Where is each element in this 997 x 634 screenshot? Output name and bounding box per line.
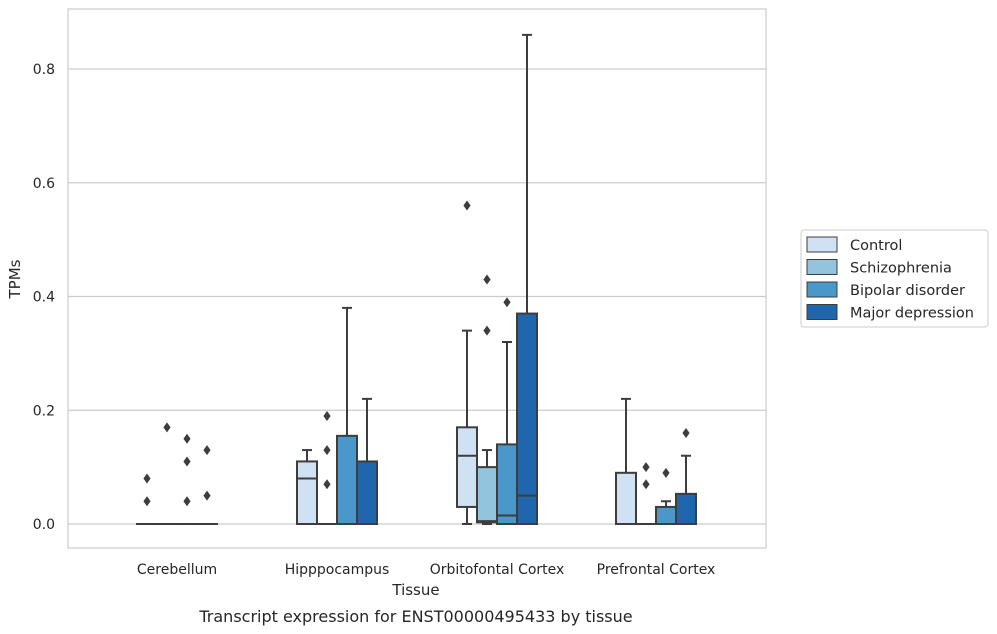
outlier-point (642, 462, 650, 473)
outlier-point (463, 200, 471, 211)
box-body (516, 312, 538, 525)
box-body (655, 505, 677, 525)
outlier-point (143, 473, 151, 484)
outlier-point (323, 410, 331, 421)
outlier-point (203, 490, 211, 501)
box-1-3 (635, 462, 657, 526)
outlier-point (183, 456, 191, 467)
y-axis-ticks: 0.0 0.2 0.4 0.6 0.8 (33, 62, 55, 533)
legend-label: Control (850, 238, 902, 254)
legend-swatch (806, 259, 838, 275)
x-tick-label: Hipppocampus (285, 562, 390, 578)
figure-caption: Transcript expression for ENST0000049543… (198, 607, 632, 626)
box-3-1 (356, 397, 378, 525)
outlier-point (483, 274, 491, 285)
box-body (496, 443, 518, 525)
legend-label: Major depression (850, 306, 974, 322)
box-3-3 (675, 428, 697, 526)
box-body (336, 434, 358, 525)
plot-frame (67, 8, 767, 549)
outlier-point (642, 479, 650, 490)
box-body (456, 426, 478, 508)
x-tick-label: Cerebellum (137, 562, 217, 578)
box-0-3 (615, 397, 637, 525)
legend-swatch (806, 281, 838, 298)
y-tick-label: 0.2 (33, 403, 55, 419)
outlier-point (323, 445, 331, 456)
legend-swatch (806, 304, 838, 320)
box-3-2 (516, 33, 538, 525)
box-1-2 (476, 274, 498, 525)
box-0-1 (296, 449, 318, 525)
outlier-point (203, 445, 211, 456)
outlier-point (503, 297, 511, 308)
y-tick-label: 0.4 (33, 290, 55, 306)
x-axis-ticks: Cerebellum Hipppocampus Orbitofontal Corte… (137, 562, 715, 578)
outlier-point (183, 433, 191, 444)
box-body (615, 471, 637, 525)
box-body (675, 492, 697, 526)
outlier-point (682, 428, 690, 438)
y-tick-label: 0.6 (33, 176, 55, 192)
legend-label: Bipolar disorder (850, 283, 965, 299)
box-0-0 (136, 473, 158, 526)
box-body (356, 460, 378, 525)
legend-frame (800, 229, 989, 328)
outlier-point (483, 325, 491, 336)
box-body (476, 466, 498, 524)
x-tick-label: Orbitofontal Cortex (430, 562, 565, 578)
outlier-point (143, 496, 151, 507)
boxes (136, 33, 697, 526)
y-tick-label: 0.0 (33, 517, 55, 533)
outlier-point (662, 467, 670, 478)
x-axis-title: Tissue (391, 581, 439, 599)
box-body (296, 460, 318, 525)
y-tick-label: 0.8 (33, 62, 55, 78)
legend-label: Schizophrenia (850, 261, 952, 277)
box-2-0 (176, 433, 198, 526)
x-tick-label: Prefrontal Cortex (597, 562, 716, 578)
box-3-0 (196, 445, 218, 526)
legend-swatch (806, 236, 838, 253)
legend: Control Schizophrenia Bipolar disorder Majo… (800, 229, 989, 328)
outlier-point (163, 422, 171, 433)
outlier-point (183, 496, 191, 507)
y-axis-title: TPMs (6, 259, 24, 299)
outlier-point (323, 479, 331, 490)
